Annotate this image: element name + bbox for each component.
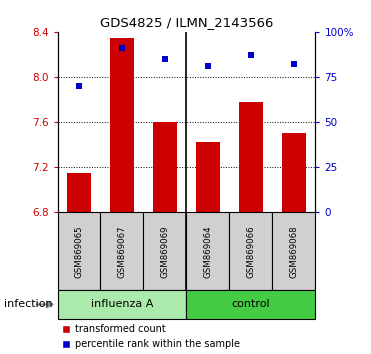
Bar	[272, 212, 315, 290]
Text: infection: infection	[4, 299, 52, 309]
Legend: transformed count, percentile rank within the sample: transformed count, percentile rank withi…	[62, 324, 240, 349]
Text: GSM869067: GSM869067	[118, 225, 127, 278]
Bar	[67, 173, 91, 212]
Bar	[196, 142, 220, 212]
Text: GSM869065: GSM869065	[75, 225, 83, 278]
Point	[119, 45, 125, 51]
Text: control: control	[232, 299, 270, 309]
Bar	[187, 290, 315, 319]
Bar	[110, 38, 134, 212]
Bar	[144, 212, 186, 290]
Bar	[101, 212, 144, 290]
Bar	[153, 122, 177, 212]
Point	[162, 56, 168, 62]
Text: influenza A: influenza A	[91, 299, 153, 309]
Title: GDS4825 / ILMN_2143566: GDS4825 / ILMN_2143566	[100, 16, 273, 29]
Bar	[187, 212, 229, 290]
Bar	[58, 212, 101, 290]
Point	[248, 52, 254, 58]
Text: GSM869069: GSM869069	[160, 225, 170, 278]
Bar	[239, 102, 263, 212]
Point	[76, 83, 82, 89]
Text: GSM869068: GSM869068	[289, 225, 298, 278]
Point	[205, 63, 211, 69]
Text: GSM869066: GSM869066	[246, 225, 255, 278]
Bar	[58, 290, 187, 319]
Bar	[282, 133, 306, 212]
Bar	[229, 212, 272, 290]
Point	[291, 62, 297, 67]
Text: GSM869064: GSM869064	[203, 225, 213, 278]
